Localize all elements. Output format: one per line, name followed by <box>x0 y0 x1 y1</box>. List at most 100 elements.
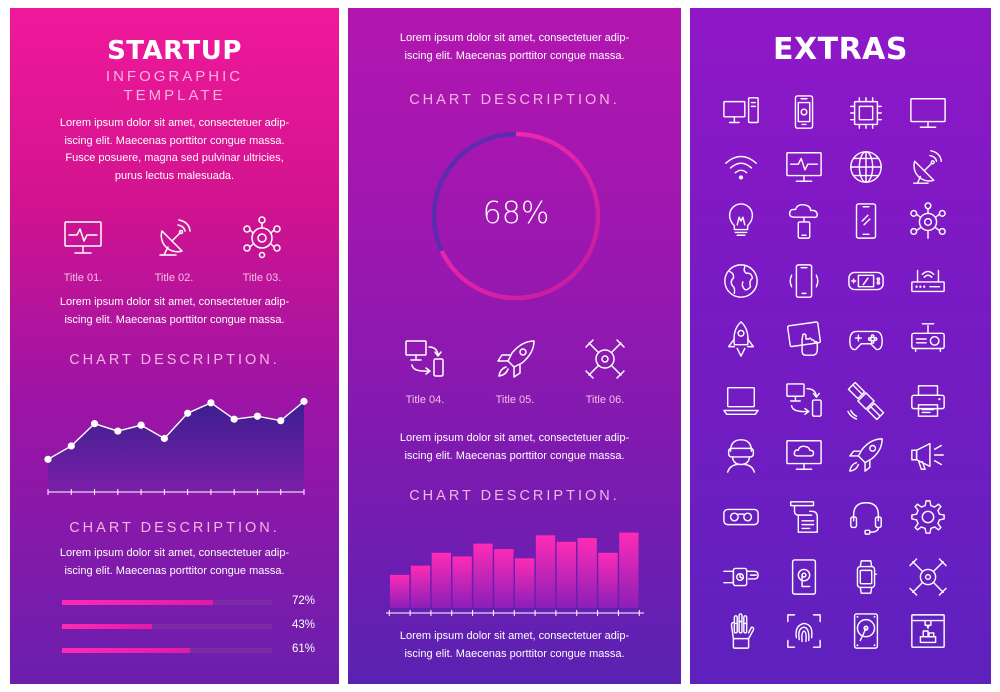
bar <box>598 552 618 608</box>
bar <box>535 535 556 608</box>
progress-fill <box>62 600 214 605</box>
bar <box>556 541 576 608</box>
robot-hand-icon <box>722 612 760 650</box>
progress-bar <box>62 648 272 653</box>
device-sync-icon <box>785 382 823 420</box>
microchip-icon <box>847 94 885 132</box>
text-line: Lorem ipsum dolor sit amet, consectetuer… <box>399 432 630 444</box>
text-line: iscing elit. Maecenas porttitor congue m… <box>64 564 285 577</box>
bar <box>577 538 597 608</box>
bar <box>410 565 431 608</box>
extras-panel: EXTRAS <box>690 8 991 684</box>
progress-bar <box>62 600 272 605</box>
progress-fill <box>62 648 191 653</box>
rocket-icon <box>496 339 536 379</box>
printer-icon <box>909 382 947 420</box>
fingerprint-icon <box>785 612 823 650</box>
panel-subtitle-1: INFOGRAPHIC <box>105 68 244 85</box>
megaphone-icon <box>909 436 947 474</box>
smartwatch-wrist-icon <box>722 558 760 596</box>
chart-description: CHART DESCRIPTION. <box>69 520 280 536</box>
donut-value: 68% <box>482 196 550 231</box>
headset-icon <box>847 498 885 536</box>
body-text: Lorem ipsum dolor sit amet, consectetuer… <box>348 430 681 465</box>
chart-description: CHART DESCRIPTION. <box>69 352 280 368</box>
body-text: Lorem ipsum dolor sit amet, consectetuer… <box>10 545 339 580</box>
3d-printer-icon <box>909 612 947 650</box>
text-line: purus lectus malesuada. <box>114 169 235 182</box>
vr-goggles-icon <box>722 498 760 536</box>
bar <box>473 543 493 608</box>
data-point <box>230 415 238 423</box>
handheld-console-icon <box>847 262 885 300</box>
text-line: iscing elit. Maecenas porttitor congue m… <box>404 49 625 62</box>
router-icon <box>909 262 947 300</box>
progress-value: 61% <box>292 643 316 655</box>
body-text: Lorem ipsum dolor sit amet, consectetuer… <box>348 628 681 663</box>
data-point <box>67 442 75 450</box>
globe-grid-icon <box>847 148 885 186</box>
progress-value: 72% <box>292 595 316 607</box>
lightbulb-icon <box>722 202 760 240</box>
text-line: Lorem ipsum dolor sit amet, consectetuer… <box>59 296 290 308</box>
data-point <box>207 399 215 407</box>
laptop-icon <box>722 382 760 420</box>
smartphone-icon <box>785 94 823 132</box>
progress-value: 43% <box>292 619 316 631</box>
startup-panel: STARTUP INFOGRAPHIC TEMPLATE Lorem ipsum… <box>10 8 339 684</box>
rocket-launch-icon <box>847 436 885 474</box>
virus-network-icon <box>909 558 947 596</box>
chart-description: CHART DESCRIPTION. <box>409 92 620 108</box>
bar-chart <box>386 532 644 616</box>
data-point <box>253 412 262 420</box>
body-text: Lorem ipsum dolor sit amet, consectetuer… <box>348 30 681 65</box>
icon-caption: Title 04. <box>405 394 445 406</box>
text-line: Lorem ipsum dolor sit amet, consectetuer… <box>59 117 290 129</box>
text-line: Lorem ipsum dolor sit amet, consectetuer… <box>59 547 290 559</box>
hand-scan-icon <box>785 498 823 536</box>
icon-caption: Title 01. <box>63 272 103 284</box>
desktop-computer-icon <box>722 94 760 132</box>
data-point <box>114 427 122 435</box>
satellite-dish-icon <box>909 148 947 186</box>
icon-caption: Title 03. <box>242 272 282 284</box>
bar <box>494 549 514 608</box>
rocket-icon <box>722 320 760 358</box>
phone-vibrate-icon <box>785 262 823 300</box>
data-point <box>44 455 52 463</box>
vr-headset-user-icon <box>722 436 760 474</box>
text-line: iscing elit. Maecenas porttitor congue m… <box>404 449 625 462</box>
panel-title: STARTUP <box>107 36 242 66</box>
network-hub-icon <box>909 202 947 240</box>
projector-icon <box>909 320 947 358</box>
text-line: iscing elit. Maecenas porttitor congue m… <box>64 134 285 147</box>
monitor-icon <box>909 94 947 132</box>
intro-text: Lorem ipsum dolor sit amet, consectetuer… <box>10 115 339 185</box>
progress-bar <box>62 624 272 629</box>
area-line <box>47 400 305 460</box>
touch-screen-icon <box>785 558 823 596</box>
device-sync-icon <box>404 339 446 379</box>
data-point <box>160 434 168 443</box>
tablet-icon <box>847 202 885 240</box>
data-point <box>300 397 308 405</box>
icon-caption: Title 05. <box>495 394 535 406</box>
satellite-icon <box>847 381 885 421</box>
smartwatch-icon <box>847 558 885 596</box>
touch-tablet-icon <box>785 320 823 358</box>
data-point <box>277 417 285 425</box>
cloud-phone-icon <box>785 202 823 240</box>
donut-arc <box>431 131 601 301</box>
gamepad-icon <box>847 320 885 358</box>
bar <box>619 532 639 608</box>
icon-caption: Title 02. <box>154 272 194 284</box>
area-fill <box>48 401 304 492</box>
data-point <box>137 421 145 429</box>
text-line: Lorem ipsum dolor sit amet, consectetuer… <box>399 32 630 44</box>
network-hub-icon <box>242 216 282 259</box>
satellite-dish-icon <box>154 217 192 257</box>
body-text: Lorem ipsum dolor sit amet, consectetuer… <box>10 294 339 329</box>
donut-chart <box>431 131 601 301</box>
wifi-icon <box>722 148 760 186</box>
earth-icon <box>722 262 760 300</box>
